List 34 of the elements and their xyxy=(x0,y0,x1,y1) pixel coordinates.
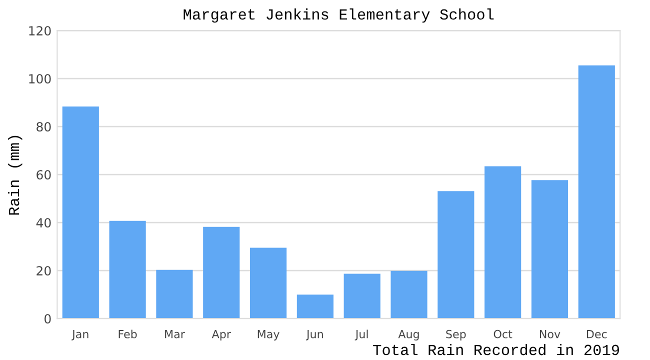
x-tick-label: Feb xyxy=(118,330,137,338)
x-tick-label: Aug xyxy=(398,330,419,340)
y-tick-label: 40 xyxy=(36,218,51,228)
bar xyxy=(484,166,522,319)
bar xyxy=(156,270,193,319)
bar xyxy=(578,65,615,319)
x-tick-label: Apr xyxy=(212,330,231,340)
x-tick-label: May xyxy=(258,330,280,340)
bar xyxy=(438,191,474,319)
bar xyxy=(390,270,428,319)
x-tick-label: Nov xyxy=(540,330,560,338)
bar xyxy=(531,180,568,319)
x-tick-label: Jul xyxy=(354,330,368,340)
bar xyxy=(296,294,334,319)
y-tick-label: 20 xyxy=(36,266,51,276)
bar xyxy=(250,248,287,319)
bar xyxy=(109,220,146,319)
y-tick-label: 100 xyxy=(29,74,51,84)
bar xyxy=(62,106,99,319)
text: Total Rain Recorded in 2019 xyxy=(373,344,620,356)
x-tick-label: Mar xyxy=(165,330,185,338)
y-tick-label: 60 xyxy=(36,170,51,180)
y-axis-title: Rain (mm) xyxy=(8,136,22,215)
x-tick-label: Dec xyxy=(586,330,607,338)
chart-title: Margaret Jenkins Elementary School xyxy=(184,8,494,23)
x-tick-label: Jun xyxy=(306,330,323,340)
y-tick-label: 80 xyxy=(36,122,51,132)
y-tick-label: 0 xyxy=(44,314,51,324)
x-tick-label: Jan xyxy=(72,330,88,340)
bar xyxy=(344,274,380,319)
x-tick-label: Oct xyxy=(494,330,512,338)
x-tick-label: Sep xyxy=(446,330,466,340)
y-tick-label: 120 xyxy=(29,26,51,36)
bar xyxy=(203,226,240,319)
